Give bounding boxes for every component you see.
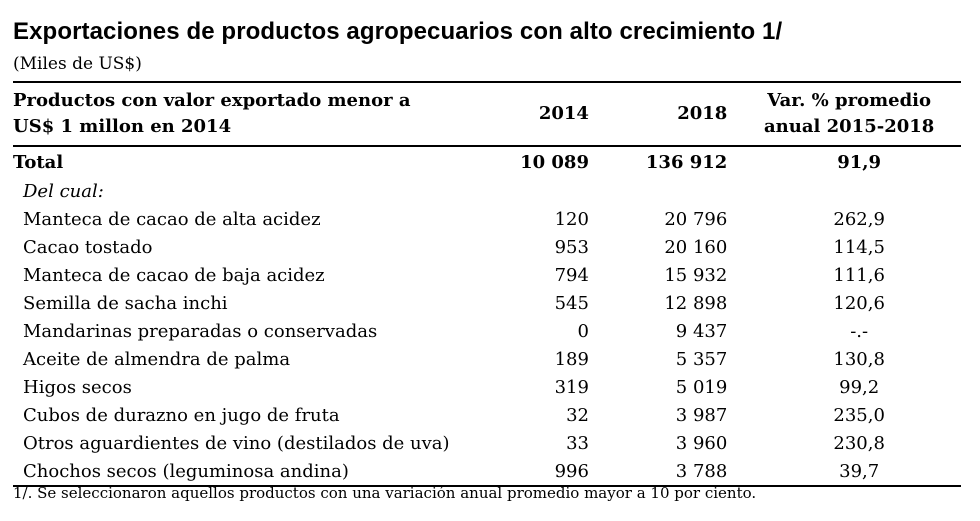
table-row: Higos secos 319 5 019 99,2 [13, 373, 961, 401]
var-cell: 111,6 [833, 264, 885, 286]
subhead-label: Del cual: [23, 180, 104, 202]
header-row: Productos con valor exportado menor a US… [13, 81, 961, 147]
table-row: Otros aguardientes de vino (destilados d… [13, 429, 961, 457]
var-cell: 120,6 [833, 292, 885, 314]
total-2014: 10 089 [520, 151, 589, 173]
header-product: Productos con valor exportado menor a US… [13, 81, 457, 147]
table-row: Chochos secos (leguminosa andina) 996 3 78… [13, 457, 961, 487]
product-cell: Mandarinas preparadas o conservadas [23, 320, 378, 342]
product-cell: Higos secos [23, 376, 132, 398]
table-title: Exportaciones de productos agropecuarios… [13, 18, 783, 45]
value-2018-cell: 3 960 [675, 432, 728, 454]
var-cell: -.- [850, 320, 869, 342]
header-2018: 2018 [591, 81, 738, 147]
value-2018-cell: 5 357 [675, 348, 728, 370]
var-cell: 39,7 [737, 457, 961, 487]
table-subtitle: (Miles de US$) [13, 54, 142, 74]
table-row: Manteca de cacao de baja acidez 794 15 932… [13, 261, 961, 289]
total-var: 91,9 [837, 151, 882, 173]
value-2014-cell: 794 [554, 264, 589, 286]
product-cell: Semilla de sacha inchi [23, 292, 228, 314]
value-2018-cell: 20 796 [664, 208, 728, 230]
value-2018-cell: 20 160 [664, 236, 728, 258]
table-row: Cacao tostado 953 20 160 114,5 [13, 233, 961, 261]
product-cell: Manteca de cacao de alta acidez [23, 208, 321, 230]
subhead-row: Del cual: [13, 177, 961, 205]
exports-table: Productos con valor exportado menor a US… [13, 81, 961, 487]
value-2018-cell: 9 437 [675, 320, 728, 342]
var-cell: 262,9 [833, 208, 885, 230]
table-row: Semilla de sacha inchi 545 12 898 120,6 [13, 289, 961, 317]
table-row: Aceite de almendra de palma 189 5 357 130,8 [13, 345, 961, 373]
value-2014-cell: 996 [456, 457, 592, 487]
var-cell: 99,2 [839, 376, 880, 398]
product-cell: Chochos secos (leguminosa andina) [13, 457, 457, 487]
product-cell: Otros aguardientes de vino (destilados d… [23, 432, 450, 454]
value-2014-cell: 32 [566, 404, 589, 426]
value-2018-cell: 15 932 [664, 264, 728, 286]
value-2018-cell: 3 788 [591, 457, 738, 487]
value-2014-cell: 120 [554, 208, 589, 230]
product-cell: Cubos de durazno en jugo de fruta [23, 404, 340, 426]
value-2014-cell: 319 [554, 376, 589, 398]
value-2018-cell: 3 987 [675, 404, 728, 426]
var-cell: 230,8 [833, 432, 885, 454]
product-cell: Aceite de almendra de palma [23, 348, 291, 370]
footnote: 1/. Se seleccionaron aquellos productos … [13, 484, 757, 502]
value-2014-cell: 189 [554, 348, 589, 370]
value-2018-cell: 12 898 [664, 292, 728, 314]
total-label: Total [13, 151, 64, 173]
total-row: Total 10 089 136 912 91,9 [13, 146, 961, 177]
header-2014: 2014 [456, 81, 592, 147]
var-cell: 114,5 [833, 236, 885, 258]
value-2018-cell: 5 019 [675, 376, 728, 398]
value-2014-cell: 545 [554, 292, 589, 314]
var-cell: 130,8 [833, 348, 885, 370]
value-2014-cell: 33 [566, 432, 589, 454]
var-cell: 235,0 [833, 404, 885, 426]
table-row: Manteca de cacao de alta acidez 120 20 796… [13, 205, 961, 233]
table-row: Mandarinas preparadas o conservadas 0 9 43… [13, 317, 961, 345]
value-2014-cell: 0 [577, 320, 589, 342]
header-var: Var. % promedio anual 2015-2018 [737, 81, 961, 147]
product-cell: Cacao tostado [23, 236, 153, 258]
product-cell: Manteca de cacao de baja acidez [23, 264, 325, 286]
value-2014-cell: 953 [554, 236, 589, 258]
total-2018: 136 912 [645, 151, 728, 173]
table-row: Cubos de durazno en jugo de fruta 32 3 987… [13, 401, 961, 429]
